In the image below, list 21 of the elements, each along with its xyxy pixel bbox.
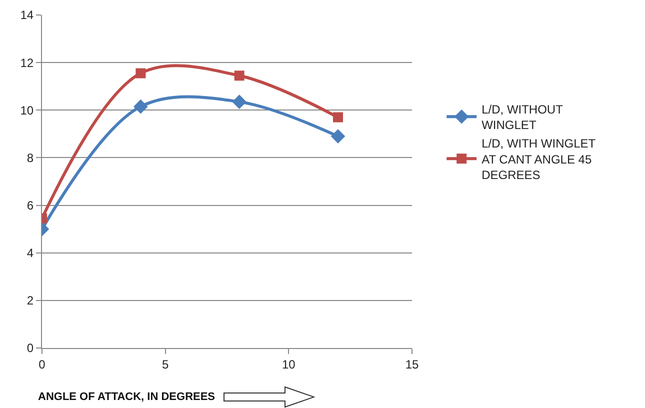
x-tick-label: 15 [405, 357, 419, 372]
y-tick-label: 14 [20, 8, 34, 22]
point [234, 70, 244, 81]
point [232, 94, 246, 109]
y-tick-label: 6 [26, 198, 34, 212]
x-axis-title: ANGLE OF ATTACK, IN DEGREES [38, 391, 216, 403]
y-tick-label: 4 [26, 246, 34, 260]
y-tick-label: 12 [20, 56, 34, 70]
y-tick-label: 8 [26, 150, 34, 165]
point [333, 112, 343, 122]
x-tick-label: 5 [162, 357, 169, 372]
y-tick-label: 0 [26, 341, 34, 356]
point [136, 68, 146, 78]
x-tick-label: 10 [282, 357, 296, 372]
legend-label: L/D, WITHOUT WINGLET [482, 102, 564, 132]
legend-label: L/D, WITH WINGLET AT CANT ANGLE 45 DEGREES [482, 136, 596, 182]
point [330, 129, 346, 144]
y-tick-label: 10 [20, 103, 34, 118]
x-tick-label: 0 [38, 357, 46, 372]
point [134, 99, 148, 114]
y-tick-label: 2 [26, 294, 34, 308]
